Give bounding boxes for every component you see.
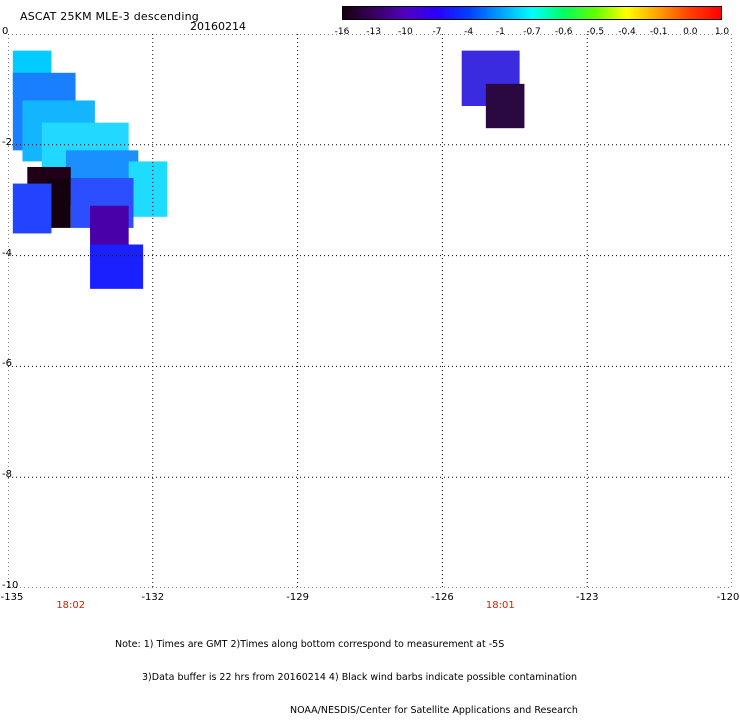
note-line-1: Note: 1) Times are GMT 2)Times along bot…	[115, 639, 505, 650]
wind-cell	[485, 83, 525, 129]
x-tick-label: -132	[141, 592, 165, 603]
colorbar-tick: -4	[464, 27, 474, 37]
map-title: ASCAT 25KM MLE-3 descending	[20, 10, 199, 23]
colorbar-tick: 0.0	[683, 27, 698, 37]
colorbar-tick: -7	[432, 27, 442, 37]
wind-cell	[90, 244, 144, 289]
colorbar-tick: -0.6	[554, 27, 573, 37]
colorbar-tick: -1	[495, 27, 505, 37]
x-tick-label: -123	[575, 592, 599, 603]
colorbar-tick: -10	[397, 27, 413, 37]
x-tick-label: -135	[0, 592, 24, 603]
y-tick-label: -10	[2, 580, 19, 591]
x-tick-label: -129	[286, 592, 309, 603]
map-plot	[8, 34, 732, 588]
y-tick-label: 0	[2, 26, 9, 37]
map-date: 20160214	[190, 20, 246, 33]
x-tick-label: -120	[716, 592, 740, 603]
y-tick-label: -8	[2, 469, 12, 481]
y-tick-label: -6	[2, 358, 12, 370]
y-tick-label: -2	[2, 136, 12, 148]
colorbar-tick: -13	[366, 27, 382, 37]
note-line-2: 3)Data buffer is 22 hrs from 20160214 4)…	[142, 672, 578, 683]
colorbar-tick: -0.5	[586, 27, 605, 37]
footer-notes: Note: 1) Times are GMT 2)Times along bot…	[115, 617, 578, 727]
colorbar-tick: -0.1	[649, 27, 668, 37]
time-label: 18:01	[485, 600, 515, 611]
colorbar-tick-labels: -16 -13 -10 -7 -4 -1 -0.7 -0.6 -0.5 -0.4 -0.1 0.0 1.…	[330, 27, 740, 39]
y-tick-label: -4	[2, 247, 12, 259]
colorbar-tick: 1.0	[714, 27, 730, 37]
time-label: 18:02	[56, 600, 86, 611]
wind-cell	[12, 183, 52, 234]
colorbar-tick: -16	[334, 27, 350, 37]
colorbar-tick: -0.4	[618, 27, 636, 37]
x-tick-label: -126	[431, 592, 454, 603]
note-line-3: NOAA/NESDIS/Center for Satellite Applica…	[290, 705, 578, 716]
wind-cell	[128, 161, 168, 217]
colorbar-tick: -0.7	[523, 27, 541, 37]
colorbar	[342, 6, 722, 20]
